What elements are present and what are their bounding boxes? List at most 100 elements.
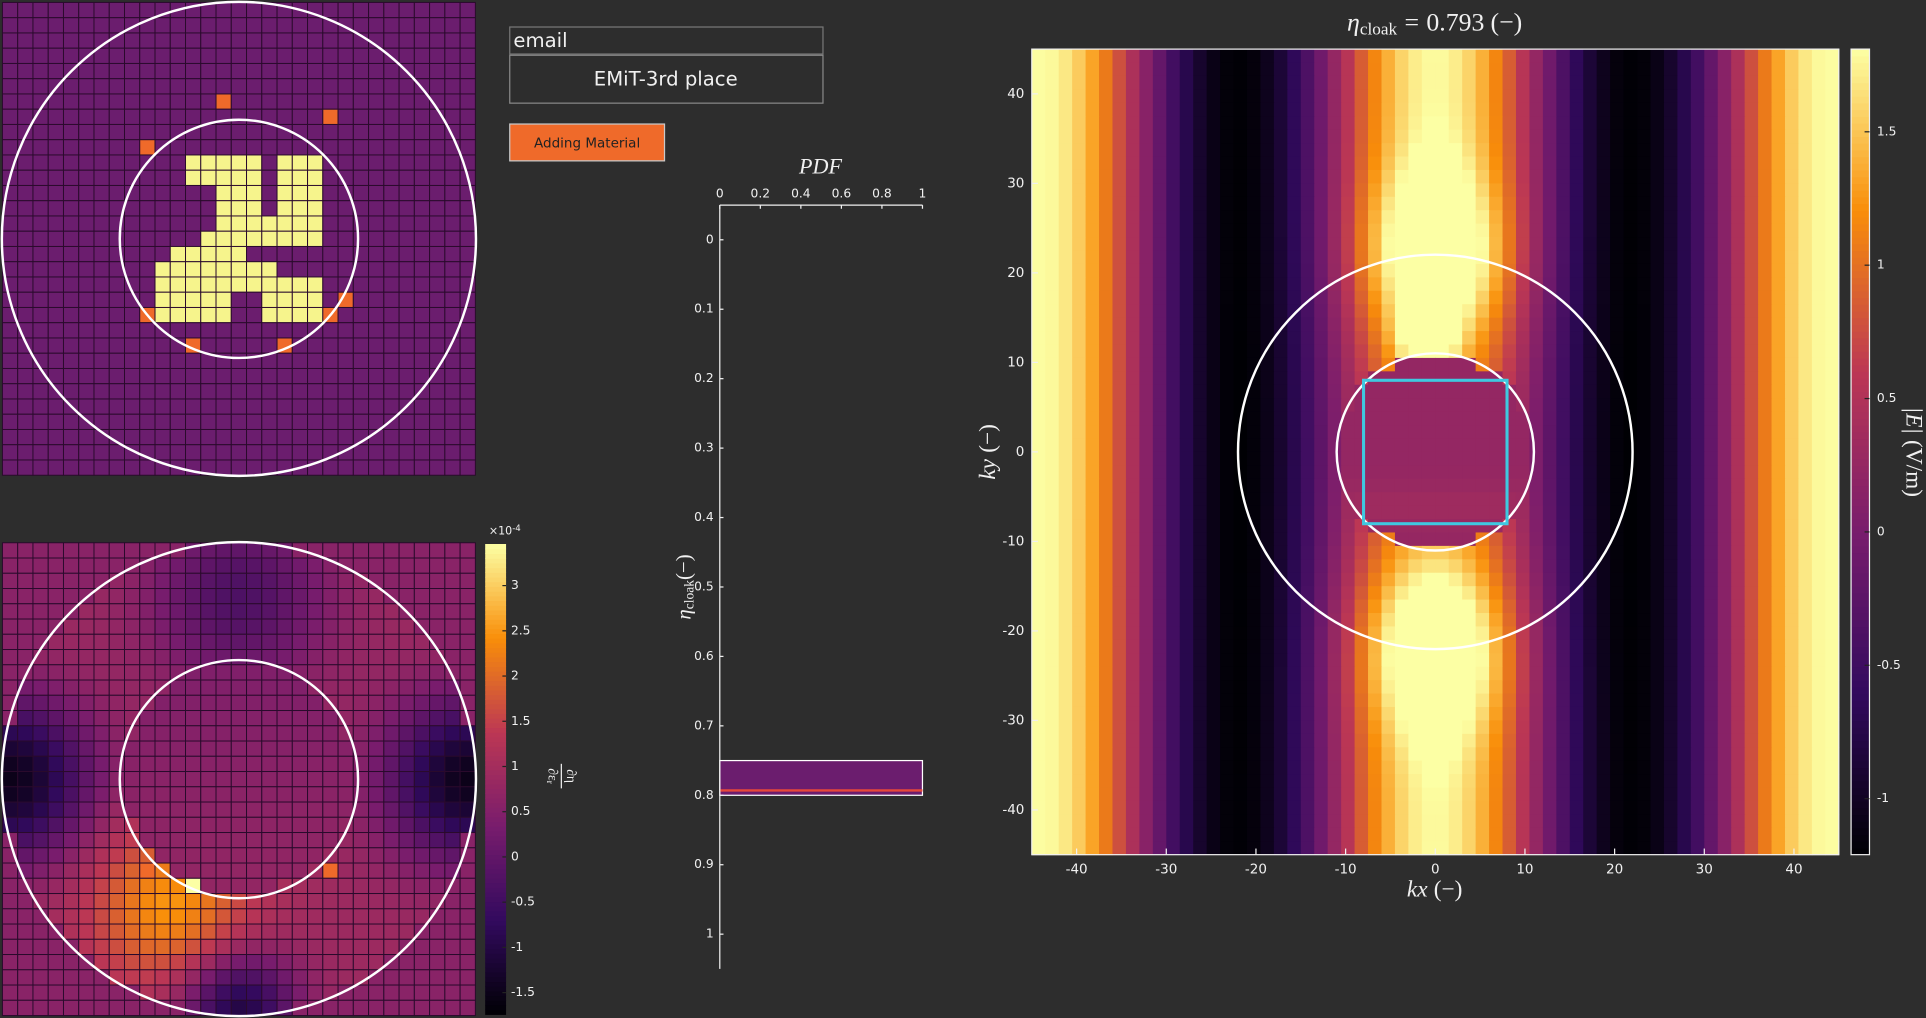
field-cell	[1663, 465, 1678, 480]
sensitivity-cell	[429, 999, 446, 1017]
field-cell	[1112, 653, 1127, 668]
design-cell	[200, 78, 217, 95]
field-cell	[1825, 398, 1840, 413]
sensitivity-cell	[124, 862, 141, 879]
field-cell	[1381, 519, 1396, 533]
sensitivity-cell	[337, 664, 354, 681]
sensitivity-cell	[108, 771, 125, 788]
colorbar-step	[485, 934, 507, 940]
field-cell	[1690, 89, 1705, 104]
sensitivity-cell	[368, 649, 385, 666]
field-cell	[1542, 680, 1557, 695]
sensitivity-cell	[307, 603, 324, 620]
field-cell	[1139, 223, 1154, 238]
design-cell	[459, 383, 476, 400]
design-cell	[139, 413, 156, 430]
sensitivity-cell	[337, 588, 354, 605]
design-cell	[32, 245, 49, 263]
field-cell	[1825, 317, 1840, 332]
field-cell	[1677, 411, 1692, 426]
field-cell	[1112, 344, 1127, 359]
colorbar-step	[485, 543, 507, 550]
field-cell	[1058, 465, 1073, 480]
field-cell	[1166, 102, 1181, 117]
field-cell	[1072, 304, 1087, 319]
design-cell	[459, 230, 476, 247]
field-cell	[1368, 237, 1382, 252]
field-cell	[1623, 626, 1638, 641]
sensitivity-cell	[108, 694, 125, 712]
design-cell	[246, 32, 263, 49]
field-cell	[1663, 223, 1678, 238]
sensitivity-cell	[307, 725, 324, 742]
field-cell	[1408, 357, 1423, 372]
sensitivity-cell	[169, 618, 187, 635]
field-cell	[1112, 478, 1127, 493]
field-cell	[1408, 519, 1423, 533]
design-cell	[215, 428, 232, 446]
field-cell	[1166, 411, 1181, 426]
field-cell	[1637, 223, 1651, 238]
field-cell	[1314, 357, 1329, 372]
value: 0.793	[1426, 7, 1484, 36]
field-cell	[1663, 572, 1678, 587]
field-cell	[1031, 411, 1046, 426]
field-cell	[1744, 344, 1759, 359]
field-cell	[1811, 492, 1826, 507]
email-field[interactable]	[509, 26, 824, 55]
field-cell	[1220, 599, 1235, 614]
design-cell	[413, 459, 431, 476]
colorbar-step	[485, 760, 507, 766]
field-cell	[1139, 331, 1154, 345]
sensitivity-cell	[108, 603, 125, 620]
sensitivity-cell	[78, 725, 95, 742]
field-cell	[1569, 210, 1584, 225]
field-cell	[1354, 169, 1369, 184]
field-cell	[1085, 156, 1100, 171]
colorbar-step	[485, 783, 507, 790]
field-cell	[1099, 666, 1113, 681]
field-cell	[1583, 492, 1598, 507]
colorbar-step	[485, 741, 507, 747]
sensitivity-cell	[459, 786, 476, 803]
design-cell	[108, 1, 125, 19]
field-cell	[1125, 398, 1140, 413]
field-cell	[1811, 505, 1826, 520]
field-cell	[1731, 519, 1746, 533]
field-cell	[1341, 169, 1356, 184]
field-cell	[1650, 519, 1665, 533]
field-cell	[1489, 492, 1504, 507]
design-cell	[154, 367, 171, 385]
design-cell	[444, 154, 461, 171]
field-cell	[1462, 129, 1477, 144]
design-cell	[124, 78, 141, 95]
sensitivity-cell	[368, 984, 385, 1001]
field-cell	[1596, 183, 1611, 198]
design-cell	[169, 245, 187, 263]
design-cell	[398, 230, 415, 247]
field-cell	[1731, 411, 1746, 426]
colorbar-tick-label: -0.5	[511, 895, 535, 909]
field-cell	[1623, 438, 1638, 453]
field-cell	[1246, 492, 1261, 507]
sensitivity-cell	[246, 984, 263, 1001]
sensitivity-cell	[78, 664, 95, 681]
add-material-button[interactable]	[509, 123, 666, 162]
field-cell	[1085, 626, 1100, 641]
design-cell	[444, 62, 461, 80]
field-cell	[1166, 559, 1181, 574]
field-cell	[1825, 169, 1840, 184]
design-cell	[154, 47, 171, 64]
field-cell	[1502, 559, 1517, 574]
field-cell	[1596, 492, 1611, 507]
field-cell	[1421, 371, 1436, 386]
sensitivity-cell	[154, 786, 171, 803]
design-cell	[276, 230, 293, 247]
field-cell	[1408, 331, 1423, 345]
field-cell	[1273, 465, 1288, 480]
field-cell	[1341, 237, 1356, 252]
sensitivity-cell	[291, 588, 309, 605]
field-cell	[1515, 639, 1530, 654]
field-cell	[1139, 532, 1154, 547]
design-cell	[17, 62, 34, 80]
